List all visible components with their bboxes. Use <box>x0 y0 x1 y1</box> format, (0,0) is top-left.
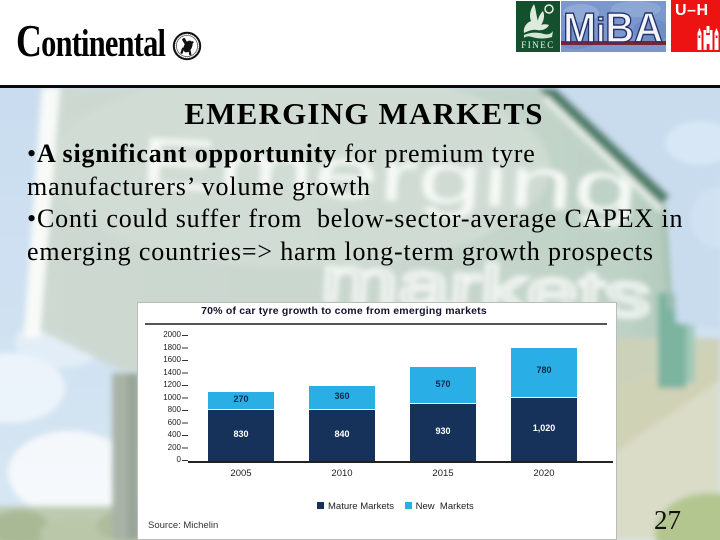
svg-text:FINEC: FINEC <box>521 40 555 50</box>
svg-text:MiBA: MiBA <box>563 4 663 51</box>
